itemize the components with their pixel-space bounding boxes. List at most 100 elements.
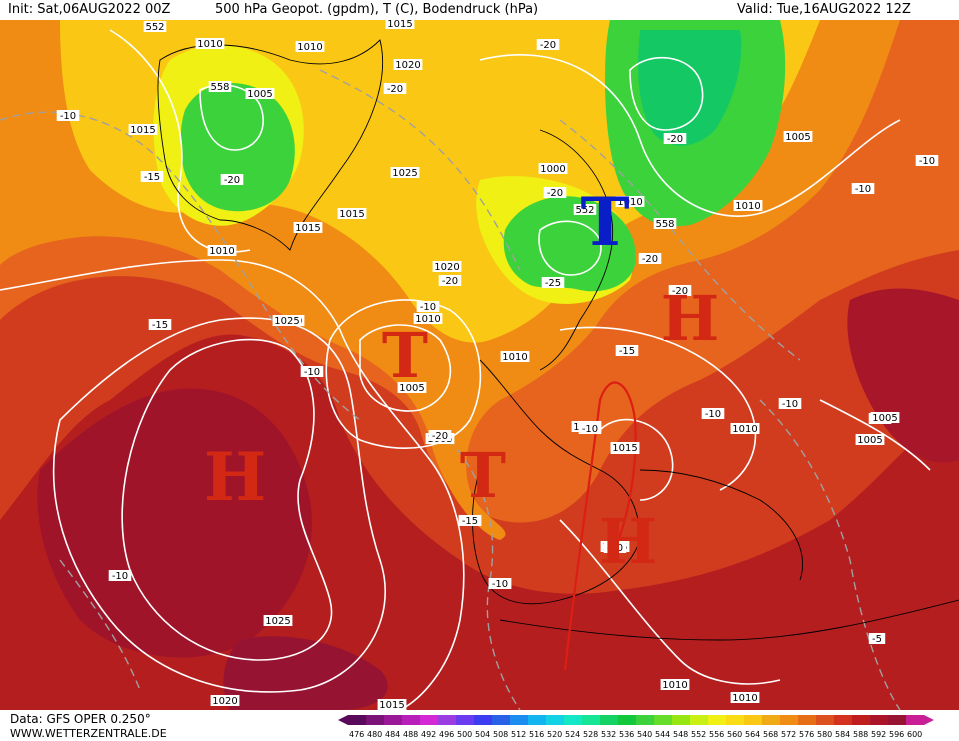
- color-legend: 476 480 484 488 492 496 500 504 508 512 516 520 524 5…: [338, 715, 934, 739]
- svg-text:-15: -15: [152, 320, 168, 331]
- contour-label: 552: [573, 204, 597, 216]
- legend-swatch: [402, 715, 420, 725]
- contour-label: 1010: [295, 41, 325, 53]
- legend-tick-label: 552: [691, 730, 706, 739]
- contour-label: -10: [300, 366, 324, 378]
- isobar-1010: [325, 299, 482, 449]
- contour-label: -15: [458, 515, 482, 527]
- svg-text:1005: 1005: [399, 383, 424, 394]
- isobar-1005-greenland: [199, 84, 264, 151]
- height-zone-540-north: [638, 30, 742, 146]
- svg-text:-20: -20: [387, 84, 403, 95]
- svg-text:1005: 1005: [872, 413, 897, 424]
- svg-text:-10: -10: [919, 156, 935, 167]
- isobar-1005: [359, 324, 452, 412]
- svg-text:1010: 1010: [297, 42, 322, 53]
- legend-tick-label: 484: [385, 730, 400, 739]
- coast-north-africa: [499, 599, 959, 641]
- isobar-1020: [52, 317, 386, 693]
- contour-label: -20: [638, 253, 662, 265]
- svg-text:-20: -20: [547, 188, 563, 199]
- legend-tick-label: 492: [421, 730, 436, 739]
- contour-label: 1015: [610, 442, 640, 454]
- contour-label: -10: [56, 110, 80, 122]
- contour-label: 1010: [615, 196, 645, 208]
- low-pressure-marker: T: [460, 439, 506, 512]
- legend-swatch: [654, 715, 672, 725]
- legend-swatch: [600, 715, 618, 725]
- svg-text:1020: 1020: [395, 60, 420, 71]
- svg-text:1005: 1005: [857, 435, 882, 446]
- contour-label: 1020: [210, 695, 240, 707]
- svg-text:-10: -10: [582, 424, 598, 435]
- contour-label: 1015: [377, 699, 407, 710]
- contour-label: 1015: [293, 222, 323, 234]
- contour-label: -10: [915, 155, 939, 167]
- legend-tick-label: 488: [403, 730, 418, 739]
- contour-label: 1020: [393, 59, 423, 71]
- legend-swatch: [492, 715, 510, 725]
- height-zone-548-scandinavia: [503, 196, 636, 292]
- legend-swatch: [780, 715, 798, 725]
- contour-label: 1010: [730, 423, 760, 435]
- legend-swatch: [834, 715, 852, 725]
- contour-label: 1010: [413, 313, 443, 325]
- svg-text:552: 552: [575, 205, 594, 216]
- isotherms: [0, 69, 901, 710]
- website[interactable]: WWW.WETTERZENTRALE.DE: [10, 727, 167, 740]
- svg-text:-20: -20: [432, 431, 448, 442]
- legend-tick-label: 500: [457, 730, 472, 739]
- coast-scandinavia: [539, 129, 614, 371]
- legend-tick-label: 576: [799, 730, 814, 739]
- contour-label: 1005: [783, 131, 813, 143]
- contour-label: 558: [653, 218, 677, 230]
- contour-label: -20: [383, 83, 407, 95]
- legend-swatch: [870, 715, 888, 725]
- svg-text:1025: 1025: [274, 316, 299, 327]
- contour-label: 1010: [733, 200, 763, 212]
- trough-line: [563, 381, 637, 671]
- legend-swatch: [582, 715, 600, 725]
- weather-map[interactable]: 552 1010 1010 1015 1020 1005 -20 558 -10 1015 -20 -…: [0, 20, 959, 710]
- legend-tick-label: 564: [745, 730, 760, 739]
- header-bar: Init: Sat,06AUG2022 00Z 500 hPa Geopot. …: [0, 0, 959, 20]
- svg-text:1000: 1000: [540, 164, 565, 175]
- svg-text:-20: -20: [672, 286, 688, 297]
- svg-text:1010: 1010: [662, 680, 687, 691]
- contour-label: -20: [668, 285, 692, 297]
- legend-tick-label: 524: [565, 730, 580, 739]
- svg-text:1010: 1010: [732, 424, 757, 435]
- legend-tick-label: 528: [583, 730, 598, 739]
- svg-text:-10: -10: [304, 367, 320, 378]
- contour-label: -20: [543, 187, 567, 199]
- isotherm-e: [759, 399, 901, 710]
- legend-swatch: [348, 715, 366, 725]
- contour-label: 1005: [855, 434, 885, 446]
- contour-label: 1005: [397, 382, 427, 394]
- svg-text:-10: -10: [112, 571, 128, 582]
- contour-label: -10: [578, 423, 602, 435]
- coast-med: [639, 469, 804, 581]
- svg-text:1015: 1015: [612, 443, 637, 454]
- svg-text:-25: -25: [545, 278, 561, 289]
- legend-swatch: [438, 715, 456, 725]
- isobar-1005-scan: [538, 220, 602, 276]
- legend-tick-label: 548: [673, 730, 688, 739]
- isobar-1000: [629, 56, 704, 131]
- svg-text:1015: 1015: [130, 125, 155, 136]
- isobar-1015-eu: [559, 326, 757, 491]
- svg-text:1025: 1025: [265, 616, 290, 627]
- legend-swatch: [672, 715, 690, 725]
- contour-labels: 552 1010 1010 1015 1020 1005 -20 558 -10 1015 -20 -…: [56, 20, 939, 710]
- legend-tick-label: 588: [853, 730, 868, 739]
- isobar-1010-north: [479, 54, 901, 217]
- contour-label: 1015: [385, 20, 415, 30]
- legend-swatch: [888, 715, 906, 725]
- svg-text:552: 552: [145, 22, 164, 33]
- legend-swatch: [384, 715, 402, 725]
- svg-text:-5: -5: [872, 634, 882, 645]
- legend-swatch: [708, 715, 726, 725]
- legend-tick-label: 540: [637, 730, 652, 739]
- contour-label: 1005: [245, 88, 275, 100]
